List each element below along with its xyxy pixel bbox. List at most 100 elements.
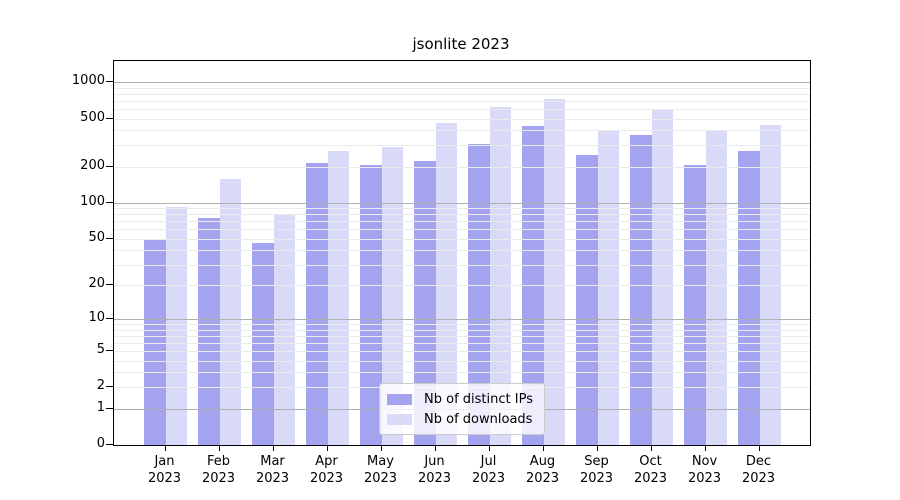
y-tick-mark	[106, 386, 113, 388]
y-tick-mark	[106, 117, 113, 119]
bar-distinct-ips	[414, 160, 436, 445]
minor-gridline	[114, 285, 810, 287]
y-tick-label: 200	[80, 157, 105, 173]
minor-gridline	[114, 87, 810, 89]
x-tick-mark	[488, 445, 490, 451]
y-tick-label: 1000	[71, 73, 105, 89]
legend-label-distinct-ips: Nb of distinct IPs	[424, 391, 533, 407]
x-tick-mark	[272, 445, 274, 451]
bar-distinct-ips	[360, 165, 382, 445]
y-tick-label: 10	[88, 310, 105, 326]
x-tick-label: Aug 2023	[525, 454, 560, 486]
legend-entry-downloads: Nb of downloads	[387, 409, 533, 429]
minor-gridline	[114, 101, 810, 103]
x-tick-label: Oct 2023	[633, 454, 668, 486]
y-tick-mark	[106, 165, 113, 167]
y-tick-mark	[106, 284, 113, 286]
legend-label-downloads: Nb of downloads	[424, 411, 533, 427]
major-gridline	[114, 82, 810, 84]
bar-distinct-ips	[576, 155, 598, 445]
legend: Nb of distinct IPs Nb of downloads	[379, 383, 545, 435]
x-tick-mark	[758, 445, 760, 451]
x-tick-label: Apr 2023	[309, 454, 344, 486]
x-tick-label: May 2023	[363, 454, 398, 486]
bar-distinct-ips	[684, 164, 706, 445]
minor-gridline	[114, 118, 810, 120]
y-tick-label: 100	[80, 193, 105, 209]
y-tick-mark	[106, 349, 113, 351]
minor-gridline	[114, 229, 810, 231]
x-tick-mark	[650, 445, 652, 451]
legend-swatch-distinct-ips	[387, 393, 413, 405]
x-tick-label: Nov 2023	[687, 454, 722, 486]
y-tick-label: 0	[96, 436, 105, 451]
plot-area: Nb of distinct IPs Nb of downloads	[113, 60, 811, 446]
x-tick-mark	[542, 445, 544, 451]
x-tick-mark	[218, 445, 220, 451]
bar-downloads	[273, 213, 295, 445]
minor-gridline	[114, 360, 810, 362]
bar-downloads	[597, 131, 619, 445]
y-tick-mark	[106, 407, 113, 409]
y-tick-mark	[106, 237, 113, 239]
y-tick-mark	[106, 201, 113, 203]
minor-gridline	[114, 335, 810, 337]
x-tick-mark	[434, 445, 436, 451]
minor-gridline	[114, 324, 810, 326]
chart-title: jsonlite 2023	[412, 35, 510, 53]
minor-gridline	[114, 166, 810, 168]
x-tick-mark	[326, 445, 328, 451]
bar-distinct-ips	[306, 163, 328, 445]
bar-downloads	[489, 106, 511, 445]
y-tick-mark	[106, 81, 113, 83]
minor-gridline	[114, 94, 810, 96]
x-tick-label: Jun 2023	[417, 454, 452, 486]
minor-gridline	[114, 130, 810, 132]
minor-gridline	[114, 109, 810, 111]
minor-gridline	[114, 372, 810, 374]
bar-downloads	[219, 178, 241, 445]
minor-gridline	[114, 264, 810, 266]
minor-gridline	[114, 214, 810, 216]
minor-gridline	[114, 350, 810, 352]
minor-gridline	[114, 208, 810, 210]
x-tick-label: Sep 2023	[579, 454, 614, 486]
x-tick-mark	[704, 445, 706, 451]
bar-distinct-ips	[630, 135, 652, 445]
bar-downloads	[165, 207, 187, 445]
y-tick-mark	[106, 318, 113, 320]
bar-distinct-ips	[198, 217, 220, 445]
y-tick-label: 20	[88, 276, 105, 292]
minor-gridline	[114, 145, 810, 147]
x-tick-label: Mar 2023	[255, 454, 290, 486]
x-tick-label: Feb 2023	[201, 454, 236, 486]
x-tick-mark	[596, 445, 598, 451]
x-tick-label: Jul 2023	[471, 454, 506, 486]
x-tick-label: Dec 2023	[741, 454, 776, 486]
y-tick-label: 5	[96, 341, 105, 357]
x-tick-label: Jan 2023	[147, 454, 182, 486]
minor-gridline	[114, 342, 810, 344]
x-tick-mark	[164, 445, 166, 451]
bar-distinct-ips	[252, 242, 274, 445]
x-tick-mark	[380, 445, 382, 451]
y-tick-label: 500	[80, 109, 105, 125]
y-tick-label: 50	[88, 229, 105, 245]
y-tick-label: 2	[96, 378, 105, 394]
minor-gridline	[114, 329, 810, 331]
minor-gridline	[114, 250, 810, 252]
major-gridline	[114, 319, 810, 321]
y-tick-label: 1	[96, 399, 105, 415]
bar-downloads	[651, 109, 673, 445]
bar-downloads	[759, 124, 781, 445]
y-tick-mark	[106, 444, 113, 445]
bar-distinct-ips	[144, 239, 166, 445]
bar-downloads	[327, 150, 349, 445]
legend-entry-distinct-ips: Nb of distinct IPs	[387, 389, 533, 409]
bar-downloads	[543, 99, 565, 445]
major-gridline	[114, 202, 810, 204]
minor-gridline	[114, 238, 810, 240]
bar-distinct-ips	[738, 150, 760, 445]
minor-gridline	[114, 221, 810, 223]
